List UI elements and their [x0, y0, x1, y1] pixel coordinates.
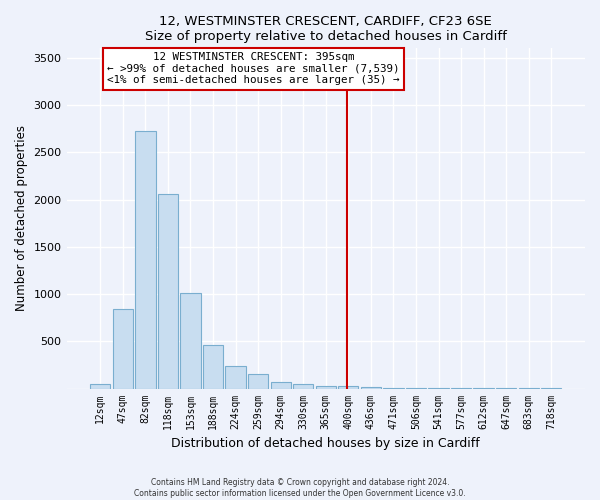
Title: 12, WESTMINSTER CRESCENT, CARDIFF, CF23 6SE
Size of property relative to detache: 12, WESTMINSTER CRESCENT, CARDIFF, CF23 …: [145, 15, 507, 43]
Bar: [90, 384, 110, 388]
Bar: [361, 387, 381, 388]
Bar: [248, 374, 268, 388]
Bar: [135, 132, 155, 388]
Text: Contains HM Land Registry data © Crown copyright and database right 2024.
Contai: Contains HM Land Registry data © Crown c…: [134, 478, 466, 498]
X-axis label: Distribution of detached houses by size in Cardiff: Distribution of detached houses by size …: [172, 437, 480, 450]
Bar: [316, 386, 336, 388]
Bar: [158, 194, 178, 388]
Y-axis label: Number of detached properties: Number of detached properties: [15, 126, 28, 312]
Bar: [293, 384, 313, 388]
Text: 12 WESTMINSTER CRESCENT: 395sqm
← >99% of detached houses are smaller (7,539)
<1: 12 WESTMINSTER CRESCENT: 395sqm ← >99% o…: [107, 52, 400, 86]
Bar: [338, 386, 358, 388]
Bar: [203, 345, 223, 389]
Bar: [113, 309, 133, 388]
Bar: [271, 382, 291, 388]
Bar: [226, 366, 246, 388]
Bar: [181, 293, 200, 388]
